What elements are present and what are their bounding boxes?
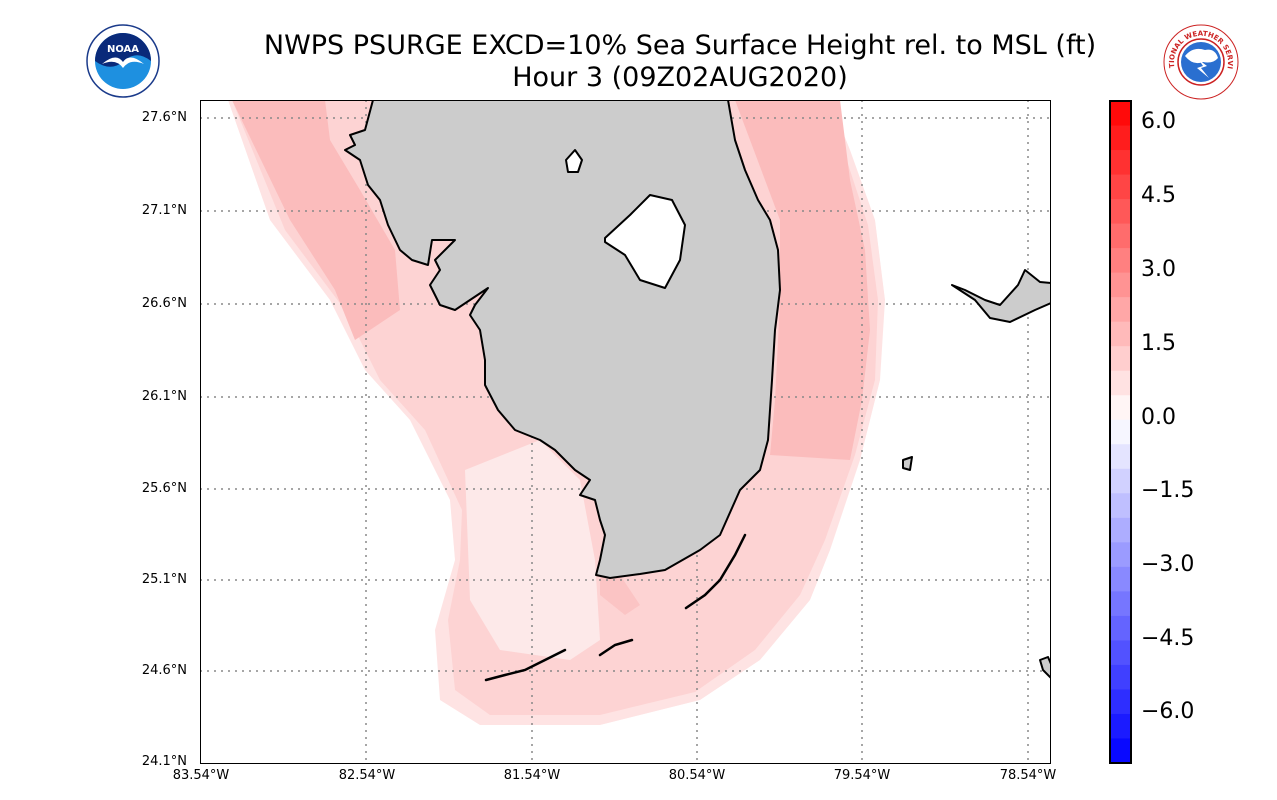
colorbar-band: [1110, 125, 1131, 151]
lat-label: 26.6°N: [141, 296, 187, 311]
title-line-1: NWPS PSURGE EXCD=10% Sea Surface Height …: [263, 30, 1097, 61]
lat-label: 27.1°N: [141, 203, 187, 218]
land: [344, 100, 1051, 679]
lat-label: 25.1°N: [141, 572, 187, 587]
colorbar-band: [1110, 321, 1131, 347]
colorbar-band: [1110, 713, 1131, 740]
colorbar-tick-label: 0.0: [1141, 405, 1176, 430]
colorbar-band: [1110, 493, 1131, 519]
colorbar-band: [1110, 591, 1131, 617]
colorbar-band: [1110, 689, 1131, 715]
colorbar-band: [1110, 542, 1131, 568]
colorbar-tick-label: 1.5: [1141, 331, 1176, 356]
colorbar-tick-label: 4.5: [1141, 183, 1176, 208]
colorbar-tick-label: 6.0: [1141, 109, 1176, 134]
lat-label: 27.6°N: [141, 110, 187, 125]
colorbar-band: [1110, 566, 1131, 592]
map-frame: [200, 100, 1051, 764]
lat-label: 24.6°N: [141, 663, 187, 678]
surge-florida-bay: [600, 570, 640, 615]
middle-keys: [598, 638, 634, 657]
lon-label: 81.54°W: [503, 768, 561, 783]
map-title: NWPS PSURGE EXCD=10% Sea Surface Height …: [160, 30, 1200, 94]
colorbar-tick-label: −1.5: [1141, 478, 1195, 503]
lower-keys: [484, 648, 567, 682]
colorbar-band: [1110, 517, 1131, 543]
lon-label: 83.54°W: [172, 768, 230, 783]
colorbar-band: [1110, 615, 1131, 642]
colorbar-band: [1110, 346, 1131, 372]
lat-label: 26.1°N: [141, 389, 187, 404]
title-line-2: Hour 3 (09Z02AUG2020): [512, 62, 848, 93]
upper-keys: [684, 533, 747, 610]
lon-label: 82.54°W: [338, 768, 396, 783]
nws-logo-icon: NATIONAL WEATHER SERVICE: [1163, 24, 1239, 100]
andros-island: [1039, 656, 1051, 679]
noaa-logo-icon: NOAA: [86, 24, 160, 98]
colorbar-band: [1110, 640, 1131, 666]
grand-bahama-island: [951, 269, 1051, 323]
colorbar-band: [1110, 248, 1131, 274]
gridlines: [200, 100, 1051, 764]
colorbar-band: [1110, 370, 1131, 396]
colorbar: [1109, 100, 1132, 764]
surge-contour-east-coast: [735, 100, 870, 460]
colorbar-tick-label: −6.0: [1141, 699, 1195, 724]
lon-label: 79.54°W: [833, 768, 891, 783]
colorbar-tick-label: 3.0: [1141, 257, 1176, 282]
colorbar-band: [1110, 297, 1131, 323]
colorbar-band: [1110, 223, 1131, 249]
noaa-logo-text: NOAA: [107, 44, 139, 55]
florida-keys: [484, 533, 747, 682]
colorbar-band: [1110, 468, 1131, 494]
bimini-island: [902, 456, 913, 471]
colorbar-band: [1110, 444, 1131, 470]
lat-label: 25.6°N: [141, 481, 187, 496]
colorbar-band: [1110, 738, 1131, 764]
colorbar-band: [1110, 101, 1131, 127]
colorbar-band: [1110, 150, 1131, 176]
colorbar-tick-label: −4.5: [1141, 626, 1195, 651]
colorbar-tick-label: −3.0: [1141, 552, 1195, 577]
lat-label: 24.1°N: [141, 754, 187, 769]
lon-label: 78.54°W: [999, 768, 1057, 783]
lon-label: 80.54°W: [668, 768, 726, 783]
colorbar-band: [1110, 664, 1131, 691]
inland-lake: [565, 149, 583, 173]
colorbar-band: [1110, 272, 1131, 298]
colorbar-band: [1110, 395, 1131, 421]
colorbar-band: [1110, 174, 1131, 200]
colorbar-border: [1109, 100, 1132, 764]
surge-contour-west-coast: [232, 100, 400, 340]
lake-okeechobee: [604, 194, 686, 289]
colorbar-band: [1110, 199, 1131, 225]
colorbar-band: [1110, 419, 1131, 445]
